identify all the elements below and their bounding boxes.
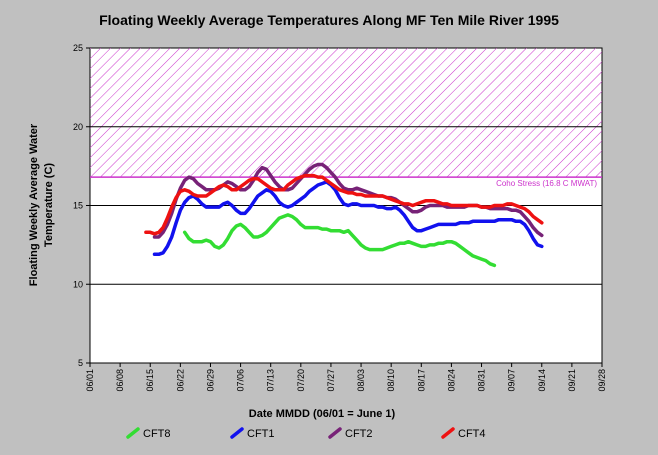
legend-label-cft2: CFT2 <box>345 428 373 440</box>
x-tick-label: 07/06 <box>236 369 246 392</box>
legend-label-cft1: CFT1 <box>247 428 275 440</box>
legend: CFT8 CFT1 CFT2 CFT4 <box>126 427 486 440</box>
x-tick-label: 08/24 <box>446 369 456 392</box>
x-tick-label: 06/08 <box>115 369 125 392</box>
x-tick-label: 06/29 <box>205 369 215 392</box>
x-tick-label: 06/01 <box>85 369 95 392</box>
x-tick-label: 06/15 <box>145 369 155 392</box>
x-tick-label: 08/10 <box>386 369 396 392</box>
x-ticks: 06/01 06/08 06/15 06/22 06/29 07/06 07/13 07/20… <box>85 363 607 392</box>
chart-title: Floating Weekly Average Temperatures Alo… <box>99 12 559 28</box>
coho-stress-label: Coho Stress (16.8 C MWAT) <box>496 179 597 188</box>
y-axis-label-line2: Temperature (C) <box>43 163 55 247</box>
legend-swatch-cft4 <box>441 427 455 439</box>
x-tick-label: 09/07 <box>507 369 517 392</box>
y-tick-label: 15 <box>73 201 83 211</box>
y-axis-label-line1: Floating Weekly Average Water <box>28 123 40 286</box>
coho-stress-band <box>90 48 602 178</box>
x-tick-label: 08/03 <box>356 369 366 392</box>
x-tick-label: 08/17 <box>416 369 426 392</box>
y-tick-label: 20 <box>73 122 83 132</box>
x-tick-label: 09/21 <box>567 369 577 392</box>
x-tick-label: 07/20 <box>296 369 306 392</box>
series-line-cft8 <box>182 213 497 268</box>
x-tick-label: 07/27 <box>326 369 336 392</box>
legend-swatch-cft2 <box>328 427 342 439</box>
legend-swatch-cft8 <box>126 427 140 439</box>
legend-label-cft8: CFT8 <box>143 428 171 440</box>
y-tick-label: 10 <box>73 279 83 289</box>
x-tick-label: 06/22 <box>175 369 185 392</box>
series-line-cft1 <box>152 180 544 257</box>
y-tick-label: 25 <box>73 43 83 53</box>
x-axis-label: Date MMDD (06/01 = June 1) <box>249 408 396 420</box>
stress-band-fill <box>90 48 602 178</box>
legend-swatch-cft1 <box>230 427 244 439</box>
x-tick-label: 07/13 <box>266 369 276 392</box>
y-ticks: 5 10 15 20 25 <box>73 43 90 368</box>
x-tick-label: 08/31 <box>477 369 487 392</box>
x-tick-label: 09/14 <box>537 369 547 392</box>
x-tick-label: 09/28 <box>597 369 607 392</box>
y-tick-label: 5 <box>78 358 83 368</box>
series-lines <box>144 162 544 268</box>
legend-label-cft4: CFT4 <box>458 428 486 440</box>
series-line-cft4 <box>144 173 544 236</box>
